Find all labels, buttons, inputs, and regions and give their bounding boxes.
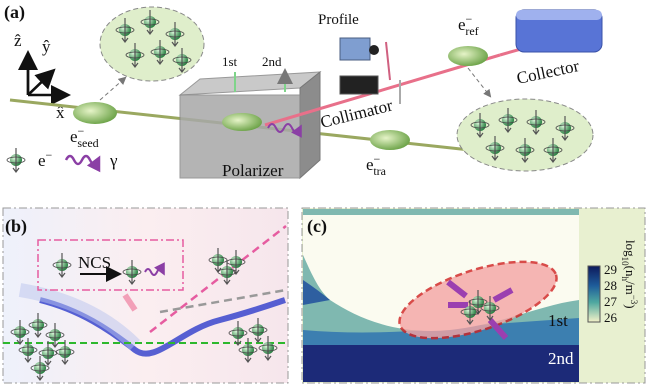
- decoration: −: [46, 148, 53, 162]
- decoration: (n: [623, 266, 638, 277]
- colorbar-tick: 26: [604, 310, 618, 325]
- polarizer-top: [180, 72, 320, 95]
- panel-label: (c): [307, 216, 327, 237]
- legend-electron: e−: [38, 148, 53, 170]
- decoration: ref: [465, 24, 478, 38]
- polarizer-label: Polarizer: [222, 161, 284, 180]
- decoration: [100, 78, 125, 100]
- decoration: [516, 10, 602, 20]
- colorbar: [588, 266, 600, 322]
- decoration: tra: [373, 164, 386, 178]
- second-label: 2nd: [262, 54, 282, 69]
- decoration: log: [623, 240, 638, 257]
- figure: (a) ẑ ŷ x̂ 1st 2nd Polarizer e−seed Prof…: [0, 0, 648, 386]
- first-label: 1st: [222, 54, 238, 69]
- electron-icon: [7, 148, 25, 172]
- legend-wave: [66, 156, 98, 164]
- decoration: ): [623, 304, 638, 308]
- collimator: [340, 76, 378, 94]
- seed-bunch: [73, 102, 117, 124]
- colorbar-tick: 29: [604, 262, 617, 277]
- collector-label: Collector: [515, 56, 581, 88]
- mirror: [386, 42, 390, 80]
- polarizer-side: [300, 72, 320, 178]
- decoration: [468, 68, 490, 96]
- decoration: seed: [77, 136, 98, 150]
- ref-bunch: [448, 46, 488, 66]
- electron-bunch: [222, 113, 262, 131]
- tra-bunch: [370, 130, 410, 150]
- colorbar-tick: 27: [604, 294, 618, 309]
- second-label: 2nd: [548, 349, 574, 368]
- axis-z: ẑ: [14, 31, 22, 50]
- colorbar-tick: 28: [604, 278, 617, 293]
- legend-photon: γ: [109, 151, 118, 170]
- decoration: −3: [629, 295, 639, 305]
- decoration: /m: [623, 281, 638, 295]
- panel-label: (b): [5, 216, 27, 237]
- collimator-label: Collimator: [318, 96, 394, 132]
- decoration: [369, 45, 379, 55]
- decoration: [28, 72, 52, 95]
- e-seed-label: e−seed: [70, 124, 99, 150]
- first-label: 1st: [548, 311, 568, 330]
- e-ref-label: e−ref: [458, 12, 479, 38]
- e-tra-label: e−tra: [366, 152, 387, 178]
- profile-label: Profile: [318, 12, 359, 28]
- decoration: e: [38, 151, 46, 170]
- panel-b: (b) NCS: [3, 208, 288, 383]
- panel-label: (a): [4, 2, 25, 23]
- panel-a: (a) ẑ ŷ x̂ 1st 2nd Polarizer e−seed Prof…: [4, 2, 602, 180]
- ncs-label: NCS: [78, 253, 111, 272]
- camera: [340, 38, 370, 60]
- axis-y: ŷ: [42, 37, 51, 56]
- decoration: [303, 345, 579, 382]
